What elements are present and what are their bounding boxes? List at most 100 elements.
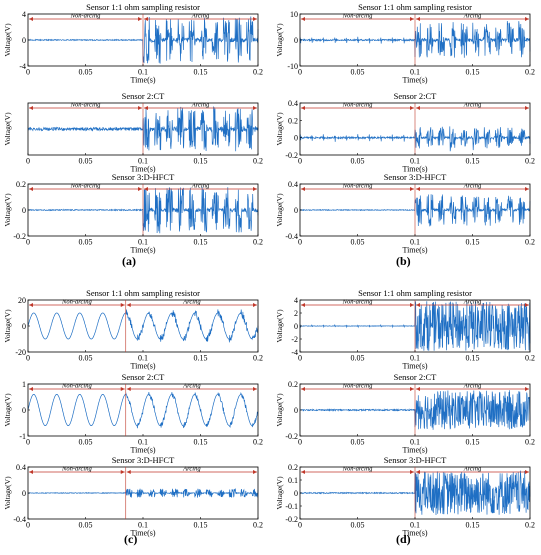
y-tick-label: 10 [290,10,298,19]
non-arcing-annotation: Non-arcing [29,299,125,307]
x-tick-label: 0.15 [466,238,480,247]
y-tick-label: -0.2 [285,432,298,441]
x-tick-label: 0 [26,438,30,447]
x-tick-label: 0.2 [525,238,535,247]
subplot-5: Sensor 2:CT Non-arcing Arcing 0 0.05 0.1 0.15 0… [275,91,535,174]
x-tick-label: 0.15 [194,521,208,530]
x-tick-label: 0.05 [351,354,365,363]
x-tick-label: 0.15 [194,238,208,247]
arcing-annotation: Arcing [126,383,257,391]
y-axis-label: Voltage(V) [275,193,284,227]
x-tick-label: 0.05 [351,521,365,530]
y-tick-label: -1 [19,432,26,441]
subplot-title: Sensor 3:D-HFCT [112,172,175,182]
y-tick-label: 0 [294,134,298,143]
region-label: Non-arcing [61,299,92,306]
non-arcing-annotation: Non-arcing [301,299,414,307]
x-tick-label: 0.05 [351,68,365,77]
y-tick-label: -4 [291,348,298,357]
x-tick-label: 0.1 [138,438,148,447]
x-axis-label: Time(s) [402,446,427,455]
non-arcing-annotation: Non-arcing [301,102,414,110]
x-tick-label: 0.1 [410,521,420,530]
subplot-3: Sensor 3:D-HFCT Non-arcing Arcing 0 0.05 0.1 0… [3,172,263,255]
x-tick-label: 0.05 [79,238,93,247]
x-tick-label: 0.15 [194,68,208,77]
y-axis-label: Voltage(V) [3,112,12,146]
region-label: Arcing [463,183,482,190]
region-label: Non-arcing [61,466,92,473]
y-tick-label: -2 [291,335,298,344]
x-tick-label: 0.2 [253,157,263,166]
y-axis-label: Voltage(V) [3,23,12,57]
arcing-annotation: Arcing [416,183,529,191]
subplot-7: Sensor 1:1 ohm sampling resistorNon-arci… [3,288,263,371]
y-axis-label: Voltage(V) [275,112,284,146]
arcing-annotation: Arcing [416,299,529,307]
y-tick-label: -0.1 [285,502,298,511]
region-label: Non-arcing [61,383,92,390]
y-tick-label: -0.4 [13,515,26,524]
x-axis-label: Time(s) [402,165,427,174]
subplot-11: Sensor 2:CT Non-arcing Arcing 0 0.05 0.1 0.15 0… [275,372,535,455]
x-axis-label: Time(s) [130,246,155,255]
non-arcing-annotation: Non-arcing [29,183,142,191]
subplot-title: Sensor 2:CT [122,91,166,101]
region-label: Non-arcing [342,183,373,190]
signal-trace [27,391,259,429]
subplot-10: Sensor 1:1 ohm sampling resistorNon-arci… [275,288,535,371]
y-tick-label: 0 [294,206,298,215]
non-arcing-annotation: Non-arcing [301,383,414,391]
arcing-annotation: Arcing [416,13,529,21]
x-tick-label: 0.05 [351,438,365,447]
x-tick-label: 0 [298,354,302,363]
x-axis-label: Time(s) [130,76,155,85]
y-axis-label: Voltage(V) [3,476,12,510]
x-tick-label: 0.1 [410,157,420,166]
x-tick-label: 0.05 [351,157,365,166]
y-tick-label: -0.2 [285,515,298,524]
region-label: Arcing [182,299,201,306]
x-tick-label: 0.1 [138,354,148,363]
y-tick-label: 0.2 [288,116,298,125]
x-tick-label: 0.2 [525,157,535,166]
x-tick-label: 0 [26,238,30,247]
x-tick-label: 0.2 [253,238,263,247]
region-label: Non-arcing [342,299,373,306]
subplot-title: Sensor 3:D-HFCT [384,172,447,182]
x-tick-label: 0.05 [79,157,93,166]
x-tick-label: 0.15 [194,438,208,447]
subplot-2: Sensor 2:CT Non-arcing Arcing 0 0.05 0.1 0.15 0… [3,91,263,174]
y-tick-label: -20 [15,348,26,357]
subplot-title: Sensor 2:CT [394,372,438,382]
x-axis-label: Time(s) [130,165,155,174]
subplot-title: Sensor 3:D-HFCT [384,455,447,465]
subplot-6: Sensor 3:D-HFCT Non-arcing Arcing 0 0.05 0.1 0… [275,172,535,255]
y-tick-label: 0 [22,322,26,331]
panel-label-a: (a) [122,254,136,268]
y-tick-label: -0.4 [285,232,298,241]
non-arcing-annotation: Non-arcing [29,102,142,110]
panel-label-b: (b) [396,254,411,268]
subplot-1: Sensor 1:1 ohm sampling resistorNon-arci… [3,2,263,85]
x-tick-label: 0.2 [525,354,535,363]
region-label: Arcing [191,13,210,20]
y-tick-label: 4 [22,10,26,19]
arcing-annotation: Arcing [144,13,257,21]
y-tick-label: 4 [294,296,298,305]
x-tick-label: 0.2 [525,438,535,447]
x-tick-label: 0 [298,238,302,247]
non-arcing-annotation: Non-arcing [301,183,414,191]
y-tick-label: 0 [294,322,298,331]
y-tick-label: 0.2 [288,380,298,389]
y-tick-label: 2 [294,309,298,318]
subplot-title: Sensor 1:1 ohm sampling resistor [358,288,472,298]
subplot-title: Sensor 1:1 ohm sampling resistor [86,2,200,12]
x-tick-label: 0.15 [466,438,480,447]
x-tick-label: 0 [26,157,30,166]
region-label: Non-arcing [342,13,373,20]
y-axis-label: Voltage(V) [275,393,284,427]
subplot-title: Sensor 2:CT [122,372,166,382]
